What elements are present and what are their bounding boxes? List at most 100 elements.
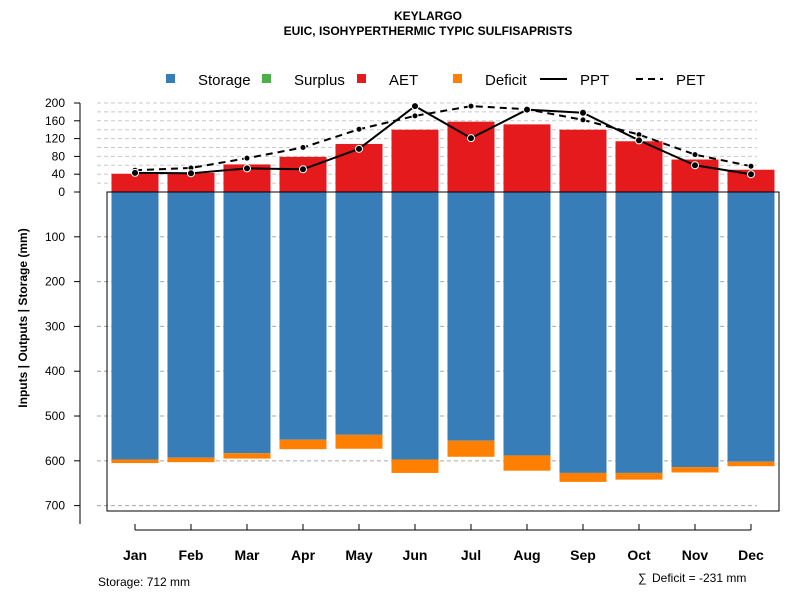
ppt-point [299, 165, 307, 174]
y-tick-label: 300 [45, 319, 65, 333]
ppt-point [747, 170, 755, 179]
storage-bar [167, 192, 215, 458]
x-tick-label: Aug [513, 547, 540, 563]
aet-bar [279, 156, 327, 192]
x-tick-label: Jul [461, 547, 481, 563]
ppt-point [131, 168, 139, 177]
aet-bar [447, 121, 495, 192]
y-tick-label: 80 [52, 149, 66, 163]
storage-bar [615, 192, 663, 473]
footer-sigma-symbol: ∑ [638, 571, 647, 585]
x-tick-label: Sep [570, 547, 596, 563]
deficit-bar [559, 472, 607, 482]
pet-point [411, 112, 419, 120]
deficit-bar [615, 472, 663, 480]
ppt-point [187, 169, 195, 178]
ppt-point [579, 108, 587, 117]
x-tick-label: May [345, 547, 372, 563]
ppt-point [523, 105, 531, 114]
footer-deficit: Deficit = -231 mm [652, 571, 746, 585]
legend-swatch-aet [357, 74, 366, 83]
y-tick-label: 500 [45, 409, 65, 423]
x-tick-label: Nov [682, 547, 709, 563]
storage-bar [335, 192, 383, 435]
bars [111, 121, 775, 482]
y-tick-label: 400 [45, 364, 65, 378]
storage-bar [503, 192, 551, 456]
y-tick-label: 600 [45, 454, 65, 468]
legend: Storage Surplus AET Deficit PPT PET [166, 72, 705, 89]
deficit-bar [503, 455, 551, 471]
storage-bar [727, 192, 775, 462]
ppt-point [411, 102, 419, 111]
ppt-point [243, 164, 251, 173]
storage-bar [223, 192, 271, 454]
pet-point [579, 116, 587, 124]
deficit-bar [335, 434, 383, 449]
x-tick-label: Mar [235, 547, 260, 563]
aet-bar [167, 172, 215, 192]
y-tick-label: 120 [45, 132, 65, 146]
storage-bar [111, 192, 159, 460]
x-tick-label: Feb [179, 547, 204, 563]
x-tick-label: Apr [291, 547, 316, 563]
x-tick-label: Dec [738, 547, 764, 563]
x-axis: Jan Feb Mar Apr May Jun Jul Aug Sep Oct Nov Dec [123, 524, 764, 563]
aet-bar [615, 141, 663, 192]
x-tick-label: Oct [627, 547, 651, 563]
legend-label-pet: PET [676, 72, 705, 89]
aet-bar [111, 173, 159, 192]
aet-bar [559, 129, 607, 192]
legend-swatch-deficit [453, 74, 462, 83]
pet-point [355, 125, 363, 133]
deficit-bar [447, 440, 495, 457]
deficit-bar [223, 453, 271, 459]
ppt-point [691, 161, 699, 170]
y-tick-label: 0 [58, 185, 65, 199]
aet-bar [503, 124, 551, 192]
y-tick-label: 700 [45, 499, 65, 513]
ppt-point [355, 144, 363, 153]
legend-swatch-surplus [262, 74, 271, 83]
y-tick-label: 100 [45, 230, 65, 244]
ppt-point [467, 134, 475, 143]
legend-label-ppt: PPT [580, 72, 609, 89]
pet-point [691, 151, 699, 159]
footer-storage: Storage: 712 mm [98, 575, 190, 589]
lines [131, 102, 755, 179]
pet-point [747, 162, 755, 170]
chart-subtitle: EUIC, ISOHYPERTHERMIC TYPIC SULFISAPRIST… [284, 24, 573, 38]
storage-bar [279, 192, 327, 440]
pet-point [299, 144, 307, 151]
y-tick-label: 160 [45, 114, 65, 128]
aet-bar [727, 169, 775, 192]
deficit-bar [167, 457, 215, 463]
legend-label-deficit: Deficit [485, 72, 528, 89]
aet-bar [391, 129, 439, 192]
x-tick-label: Jun [403, 547, 428, 563]
y-tick-label: 200 [45, 275, 65, 289]
storage-bar [447, 192, 495, 441]
ppt-line [134, 104, 752, 176]
storage-bar [559, 192, 607, 473]
chart-title: KEYLARGO [394, 9, 462, 23]
deficit-bar [727, 461, 775, 467]
y-tick-label: 200 [45, 96, 65, 110]
deficit-bar [671, 467, 719, 473]
y-axis-label: Inputs | Outputs | Storage (mm) [16, 228, 30, 407]
legend-label-storage: Storage [198, 72, 251, 89]
storage-bar [391, 192, 439, 460]
deficit-bar [111, 459, 159, 464]
legend-swatch-storage [166, 74, 175, 83]
ppt-point [635, 136, 643, 145]
deficit-bar [279, 439, 327, 450]
pet-line [134, 105, 752, 172]
legend-label-surplus: Surplus [294, 72, 345, 89]
pet-point [243, 154, 251, 162]
storage-bar [671, 192, 719, 468]
pet-point [467, 102, 475, 110]
deficit-bar [391, 459, 439, 473]
x-tick-label: Jan [123, 547, 147, 563]
